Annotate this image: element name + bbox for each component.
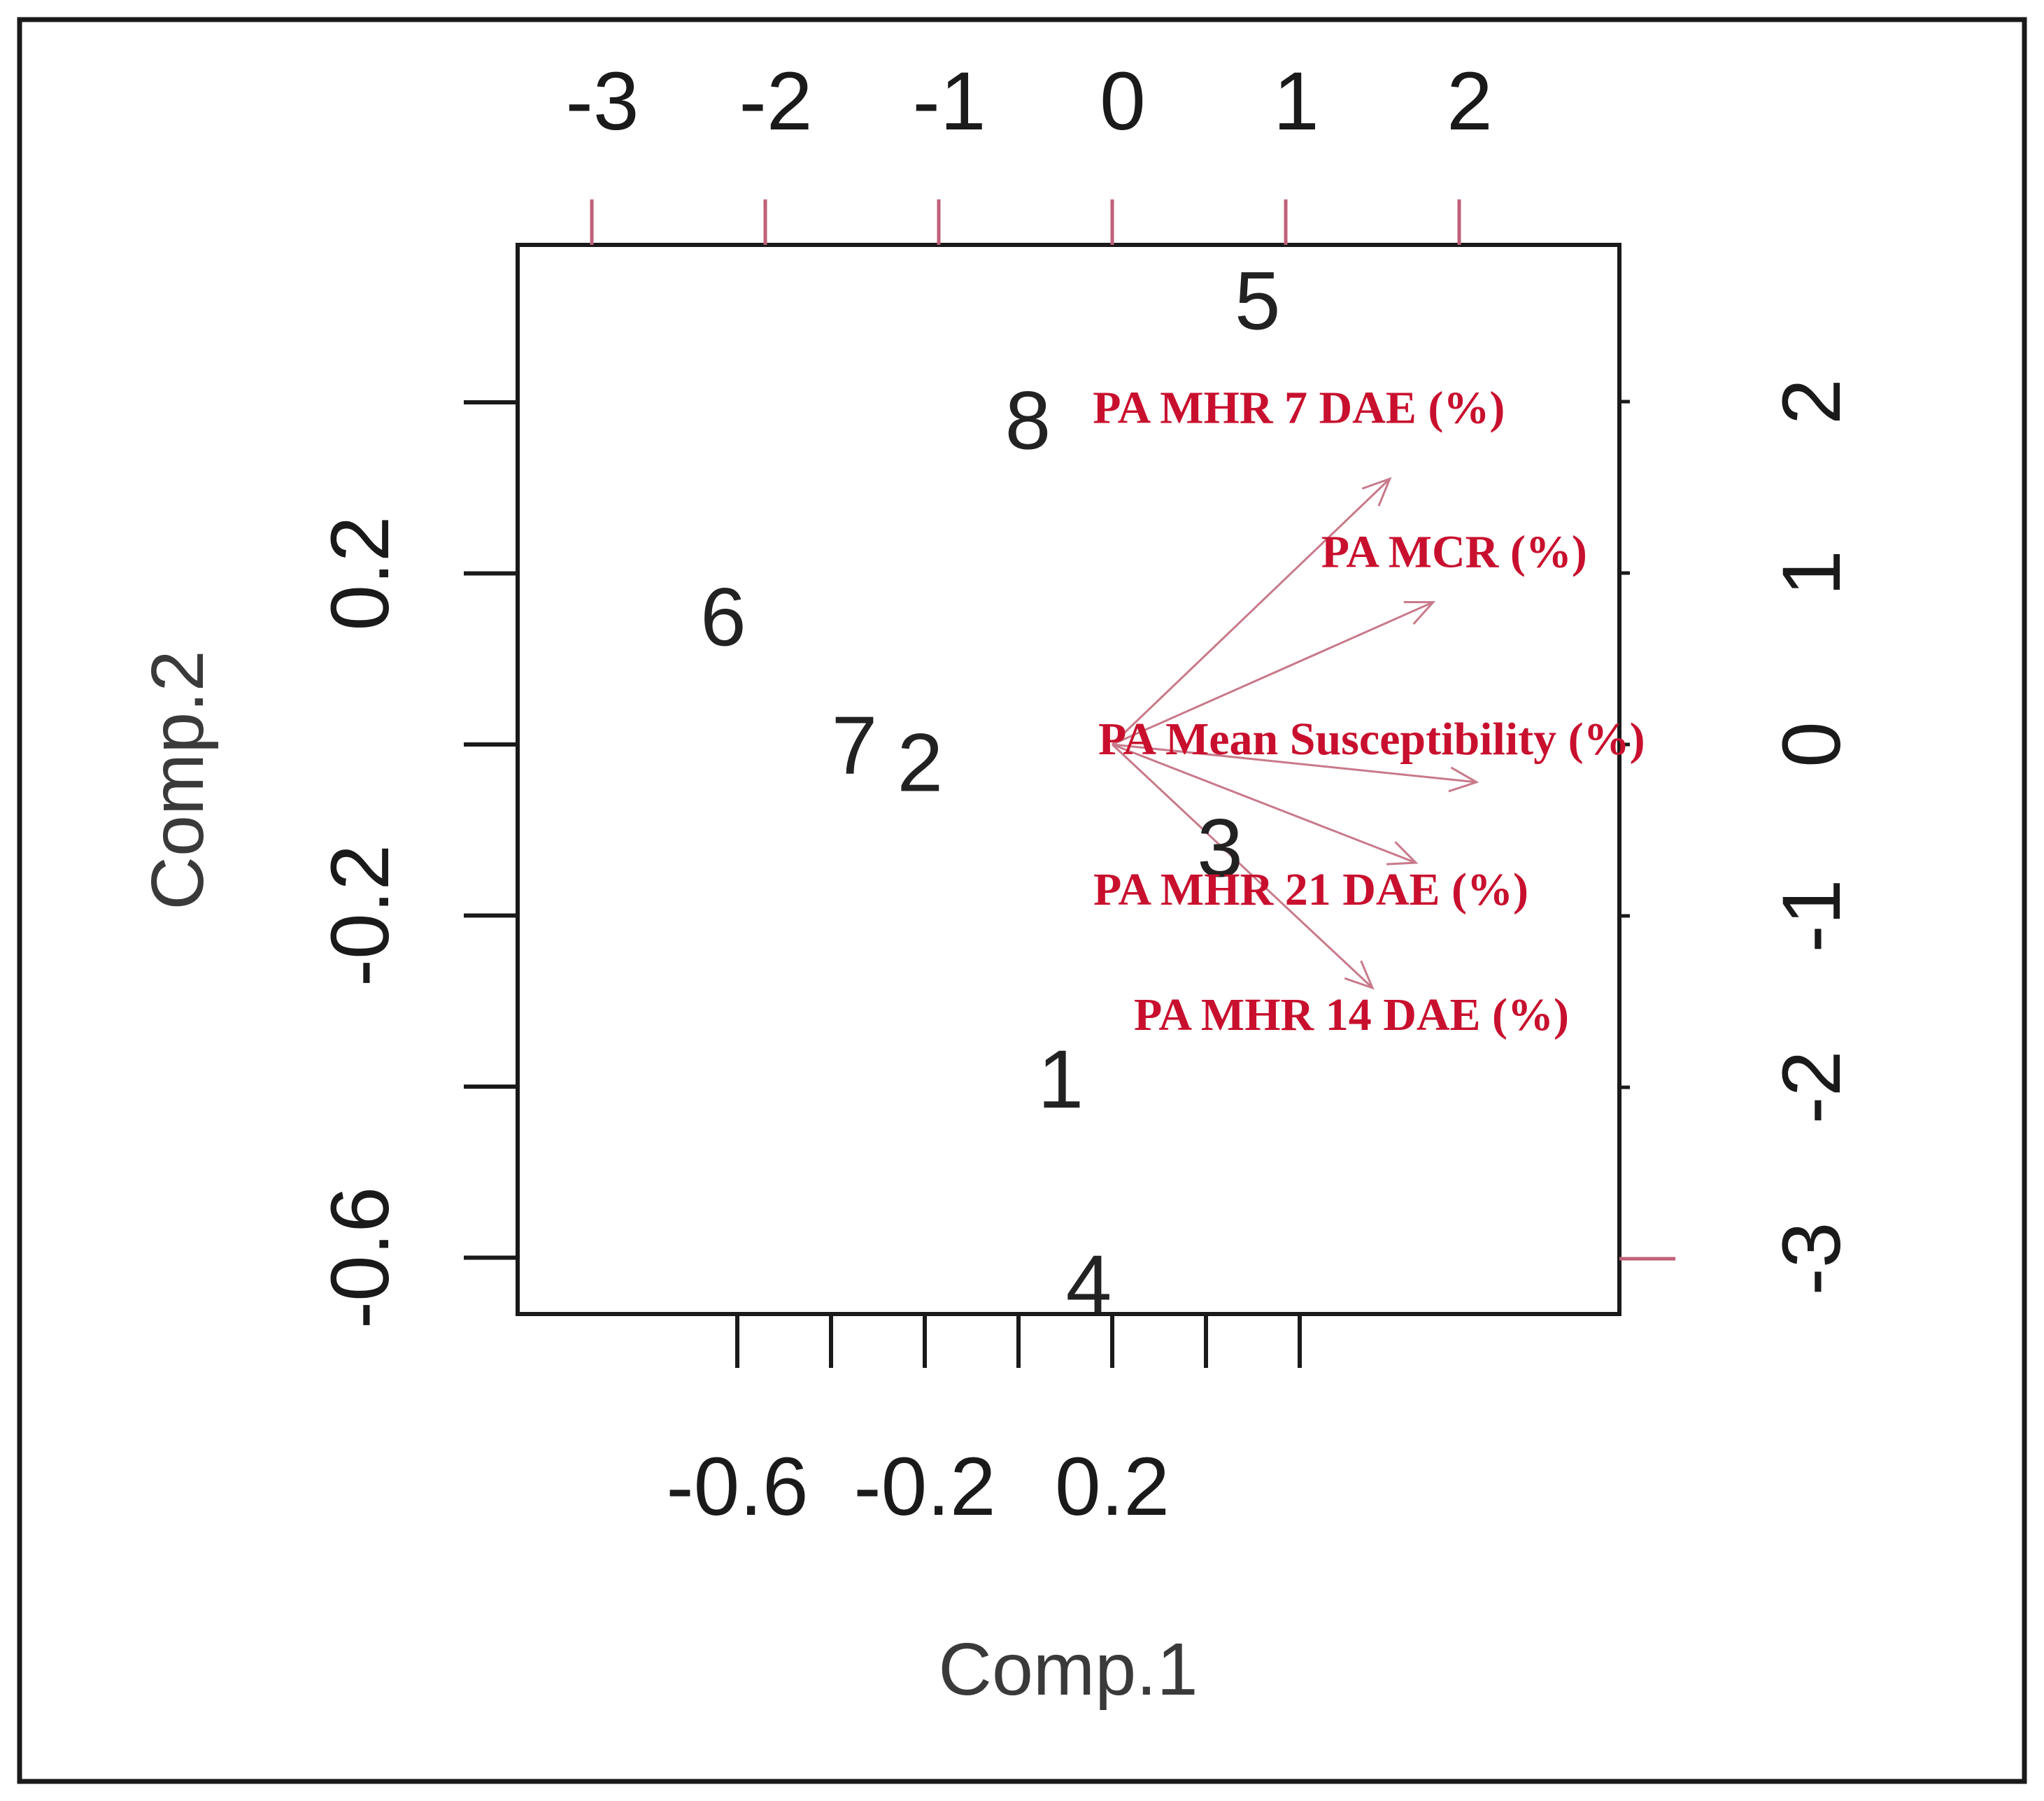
right-tick-label: 1: [1766, 550, 1858, 596]
y-tick-label: 0.2: [314, 516, 406, 630]
loading-arrow: [1111, 478, 1391, 746]
y-axis-title: Comp.2: [136, 650, 219, 910]
loading-label: PA MHR 14 DAE (%): [1134, 989, 1569, 1040]
x-tick-label: -0.2: [853, 1441, 995, 1533]
right-tick-label: 2: [1766, 379, 1858, 425]
observation-label: 8: [1005, 374, 1051, 467]
top-tick-label: 1: [1273, 55, 1319, 148]
top-tick-label: 2: [1447, 55, 1493, 148]
x-axis-title: Comp.1: [938, 1628, 1198, 1711]
right-tick-label: -2: [1766, 1051, 1858, 1124]
top-tick-label: 0: [1100, 55, 1146, 148]
loading-arrow-layer: [1111, 476, 1479, 990]
tick-layer: -0.6 -0.2 0.2 -0.6 -0.2 0.2 -3 -2 -1 0 1 2 -3 -2 -1 0 1 2: [314, 55, 1858, 1533]
loading-arrowhead: [1448, 766, 1479, 793]
observation-label: 6: [700, 572, 746, 664]
loading-label-layer: PA MHR 7 DAE (%) PA MCR (%) PA Mean Suscep…: [1093, 382, 1645, 1040]
observation-label: 4: [1066, 1238, 1112, 1331]
top-tick-label: -3: [566, 55, 639, 148]
loading-arrow: [1112, 743, 1477, 784]
observation-label: 1: [1037, 1033, 1084, 1126]
loading-arrowhead: [1403, 601, 1436, 625]
x-tick-label: -0.6: [666, 1441, 808, 1533]
right-tick-label: -3: [1766, 1222, 1858, 1296]
observation-layer: 1 2 3 4 5 67 8: [700, 255, 1280, 1331]
right-tick-label: -1: [1766, 880, 1858, 953]
top-tick-label: -2: [739, 55, 813, 148]
outer-frame: [17, 17, 2027, 1784]
plot-area: [516, 243, 1621, 1316]
loading-label: PA MHR 7 DAE (%): [1093, 382, 1505, 433]
observation-label: 3: [1197, 803, 1243, 895]
x-tick-label: 0.2: [1055, 1441, 1170, 1533]
observation-label: 5: [1235, 255, 1281, 347]
loading-arrow: [1112, 743, 1417, 864]
observation-label: 2: [897, 716, 943, 809]
loading-arrow: [1111, 743, 1374, 989]
loading-arrowhead: [1344, 960, 1375, 990]
observation-label: 7: [832, 700, 878, 792]
y-tick-label: -0.6: [314, 1187, 406, 1329]
loading-arrowhead: [1386, 841, 1419, 866]
top-tick-label: -1: [913, 55, 986, 148]
right-tick-label: 0: [1766, 721, 1858, 768]
loading-arrow: [1112, 601, 1434, 746]
loading-arrowhead: [1361, 476, 1392, 507]
y-tick-label: -0.2: [314, 845, 406, 987]
loading-label: PA MHR 21 DAE (%): [1093, 864, 1528, 915]
loading-label: PA MCR (%): [1321, 527, 1587, 578]
loading-label: PA Mean Susceptibility (%): [1098, 714, 1645, 765]
